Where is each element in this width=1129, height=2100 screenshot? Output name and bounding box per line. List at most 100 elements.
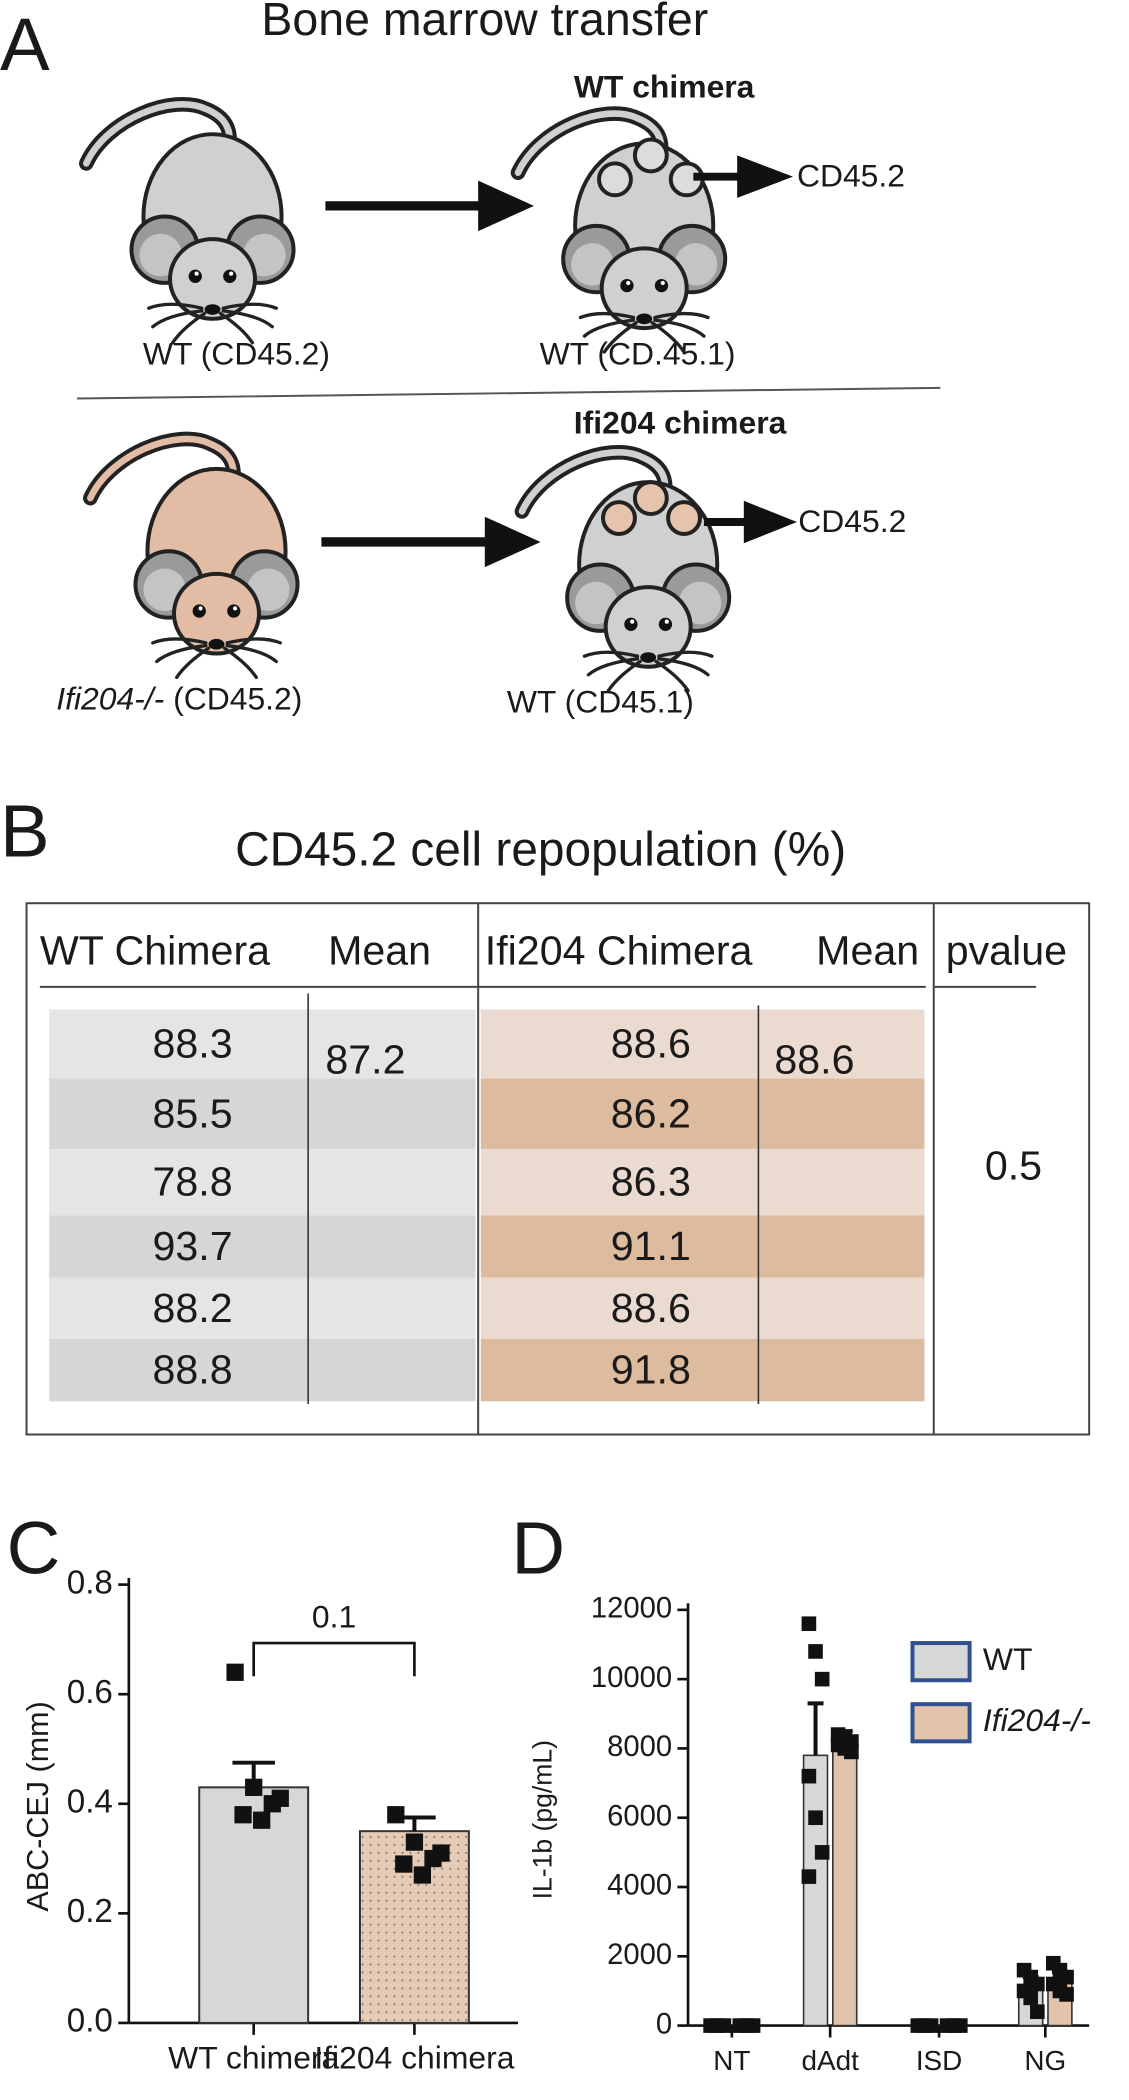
error-bar xyxy=(393,1815,436,1832)
arrow-head xyxy=(743,500,797,544)
y-axis-label: ABC-CEJ (mm) xyxy=(21,1701,55,1911)
table-cell: 85.5 xyxy=(153,1090,233,1136)
y-tick-label: 0 xyxy=(656,2008,672,2040)
group-label: Ifi204 chimera xyxy=(574,404,787,440)
donor-marker: (CD45.2) xyxy=(173,681,302,717)
table-frame xyxy=(25,902,1091,1436)
legend-label: WT xyxy=(983,1641,1033,1677)
table-row-bg xyxy=(49,1277,476,1339)
table-row-bg xyxy=(480,1277,925,1339)
data-point xyxy=(1023,1990,1039,2006)
data-point xyxy=(253,1811,271,1829)
y-tick-label: 0.8 xyxy=(67,1564,113,1601)
mouse-icon xyxy=(518,114,725,352)
error-bar xyxy=(1051,1969,1068,1981)
cell-icon xyxy=(597,161,633,198)
y-tick-label: 0.6 xyxy=(67,1674,113,1711)
group-label: WT chimera xyxy=(574,68,755,104)
arrow-head xyxy=(737,155,793,198)
data-point xyxy=(1059,1987,1074,2002)
panel-label: D xyxy=(511,1507,565,1590)
data-point xyxy=(814,1671,830,1687)
donor-label: Ifi204-/- (CD45.2) xyxy=(56,681,302,717)
table-cell: 86.3 xyxy=(611,1159,691,1205)
x-tick-label: ISD xyxy=(916,2045,962,2076)
table-body xyxy=(49,1009,925,1402)
table-header: Mean xyxy=(816,928,919,974)
table-row-bg xyxy=(480,1078,925,1149)
legend-swatch xyxy=(910,1641,972,1683)
error-bar xyxy=(1022,1975,1039,1988)
error-bar xyxy=(807,1701,824,1756)
table-cell: 91.1 xyxy=(611,1223,691,1269)
panel-label: C xyxy=(7,1507,61,1590)
marker-label: CD45.2 xyxy=(798,503,906,539)
table-cell: 88.8 xyxy=(153,1347,233,1393)
separator xyxy=(77,386,941,400)
bar xyxy=(832,1740,858,2027)
x-tick-label: WT chimera xyxy=(168,2040,339,2076)
error-bar xyxy=(232,1760,275,1788)
cell-icon xyxy=(632,480,669,517)
table-cell: 88.6 xyxy=(774,1036,854,1082)
table-cell: 0.5 xyxy=(985,1143,1042,1189)
data-point xyxy=(1030,2004,1045,2020)
data-point xyxy=(801,1869,817,1884)
y-tick-label: 0.0 xyxy=(67,2003,113,2040)
table-row-bg xyxy=(49,1009,476,1079)
bar xyxy=(802,1754,829,2027)
table-row-bg xyxy=(49,1338,476,1402)
table-row-bg xyxy=(49,1148,476,1216)
table-cell: 87.2 xyxy=(325,1036,405,1082)
table-cell: 88.2 xyxy=(153,1285,233,1331)
y-tick-label: 0.4 xyxy=(67,1784,113,1821)
y-tick-label: 4000 xyxy=(607,1870,672,1902)
error-bar xyxy=(836,1729,853,1742)
legend-swatch xyxy=(910,1702,972,1744)
data-point xyxy=(808,1810,823,1826)
recipient-label: WT (CD45.1) xyxy=(507,683,694,719)
table-cell: 88.6 xyxy=(611,1285,691,1331)
table-header: pvalue xyxy=(946,928,1067,974)
y-tick-label: 8000 xyxy=(607,1731,672,1763)
table-header: Ifi204 Chimera xyxy=(485,928,753,974)
arrow-head xyxy=(484,516,541,568)
y-tick-label: 2000 xyxy=(607,1939,672,1971)
data-point xyxy=(814,1845,830,1860)
data-point xyxy=(226,1663,244,1681)
data-point xyxy=(234,1806,252,1824)
table-row-bg xyxy=(480,1009,925,1079)
panel-title: Bone marrow transfer xyxy=(261,0,708,45)
mouse-icon xyxy=(86,104,293,342)
mouse-icon xyxy=(90,439,297,677)
x-tick-label: dAdt xyxy=(801,2045,859,2076)
data-point xyxy=(844,1744,859,1760)
table-cell: 86.2 xyxy=(611,1090,691,1136)
table-row-bg xyxy=(480,1148,925,1216)
table-cell: 93.7 xyxy=(153,1223,233,1269)
legend-label: Ifi204-/- xyxy=(983,1702,1091,1738)
y-tick-label: 0.2 xyxy=(67,1893,113,1930)
table-header: Mean xyxy=(328,928,431,974)
cell-icon xyxy=(632,137,669,174)
panel-label: A xyxy=(0,3,50,86)
data-point xyxy=(395,1855,413,1873)
data-point xyxy=(808,1644,823,1659)
y-tick-label: 12000 xyxy=(591,1593,672,1625)
arrow-head xyxy=(478,180,534,232)
data-point xyxy=(801,1768,817,1784)
data-point xyxy=(432,1844,450,1862)
table-cell: 91.8 xyxy=(611,1347,691,1393)
y-tick-label: 10000 xyxy=(591,1662,672,1694)
panel-label: B xyxy=(0,789,50,872)
y-axis-label: IL-1b (pg/mL) xyxy=(528,1740,558,1899)
data-point xyxy=(387,1806,405,1824)
x-tick-label: NT xyxy=(713,2045,750,2076)
data-point xyxy=(271,1789,289,1807)
table-row-bg xyxy=(49,1215,476,1278)
data-point xyxy=(405,1833,424,1851)
genotype: Ifi204-/- xyxy=(56,681,164,717)
significance-label: 0.1 xyxy=(312,1599,356,1635)
table-row-bg xyxy=(480,1338,925,1402)
cell-icon xyxy=(601,500,637,536)
